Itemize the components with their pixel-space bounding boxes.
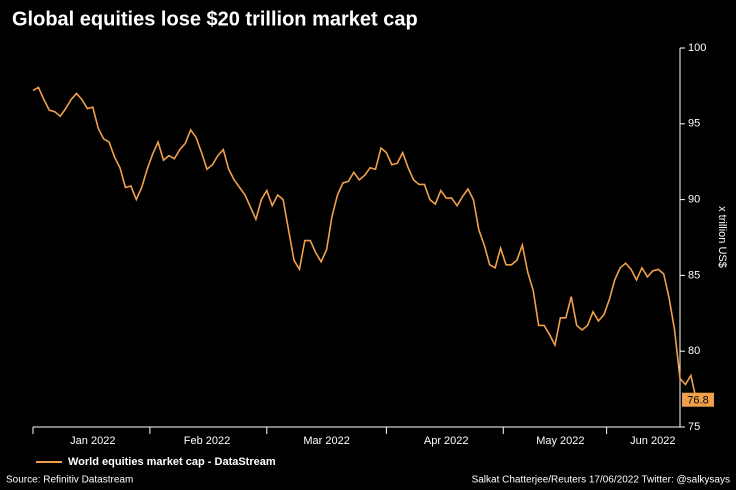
y-tick-label: 75 — [688, 421, 700, 433]
x-tick-label: Jun 2022 — [630, 435, 675, 447]
x-tick-label: Apr 2022 — [424, 435, 469, 447]
chart-title: Global equities lose $20 trillion market… — [12, 8, 418, 30]
y-tick-label: 85 — [688, 269, 700, 281]
x-tick-label: Mar 2022 — [303, 435, 349, 447]
legend-label: World equities market cap - DataStream — [68, 456, 276, 468]
last-value-label: 76.8 — [687, 395, 708, 407]
x-tick-label: Jan 2022 — [70, 435, 115, 447]
y-tick-label: 100 — [688, 42, 706, 54]
y-tick-label: 95 — [688, 118, 700, 130]
y-tick-label: 90 — [688, 194, 700, 206]
line-series — [32, 86, 698, 400]
source: Source: Refinitiv Datastream — [6, 475, 133, 486]
last-value-box — [682, 392, 714, 407]
x-tick-label: Feb 2022 — [184, 435, 230, 447]
credit: Salkat Chatterjee/Reuters 17/06/2022 Twi… — [472, 475, 730, 486]
x-tick-label: May 2022 — [536, 435, 584, 447]
y-axis-label: x trillion US$ — [716, 206, 728, 268]
y-tick-label: 80 — [688, 345, 700, 357]
